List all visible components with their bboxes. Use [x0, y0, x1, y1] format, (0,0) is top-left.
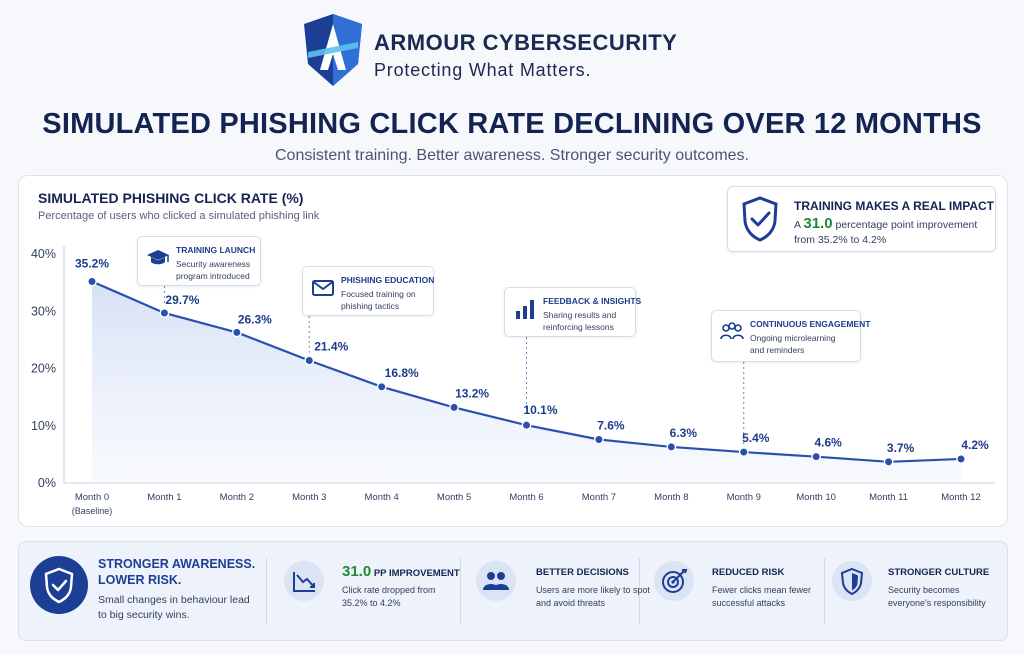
data-point	[521, 420, 532, 431]
armour-logo-icon	[304, 14, 362, 86]
x-tick-label: Month 4	[365, 492, 399, 503]
data-point	[666, 442, 677, 452]
x-tick-label: Month 12	[941, 492, 981, 503]
target-icon	[654, 561, 694, 601]
x-tick-label: Month 6	[509, 492, 543, 503]
data-point	[883, 456, 894, 467]
page-subtitle: Consistent training. Better awareness. S…	[275, 147, 749, 164]
impact-title: TRAINING MAKES A REAL IMPACT	[794, 199, 994, 213]
data-label: 16.8%	[385, 366, 419, 380]
y-tick-label: 30%	[31, 304, 56, 318]
milestone-phishing-education: PHISHING EDUCATION Focused training on p…	[302, 266, 434, 316]
chart-title: SIMULATED PHISHING CLICK RATE (%)	[38, 190, 304, 206]
milestone-continuous-engagement: CONTINUOUS ENGAGEMENT Ongoing microlearn…	[711, 310, 870, 362]
data-label: 5.4%	[742, 431, 770, 445]
divider	[460, 558, 461, 624]
data-point	[449, 402, 459, 413]
x-tick-label: Month 2	[220, 492, 254, 503]
people-icon	[720, 322, 744, 340]
summary-hero-text: Small changes in behaviour lead to big s…	[98, 594, 250, 621]
x-tick-label: Month 7	[582, 492, 616, 503]
data-label: 35.2%	[75, 256, 109, 270]
impact-value: 31.0	[803, 215, 833, 232]
summary-item-text: Fewer clicks mean fewer successful attac…	[712, 585, 812, 608]
chart-subtitle: Percentage of users who clicked a simula…	[38, 210, 320, 222]
x-tick-note: (Baseline)	[72, 506, 113, 516]
data-point	[87, 276, 97, 287]
x-tick-label: Month 3	[292, 492, 326, 503]
data-label: 4.2%	[961, 438, 989, 452]
brand-header: ARMOUR CYBERSECURITY Protecting What Mat…	[300, 10, 720, 90]
milestone-text: Sharing results and reinforcing lessons	[543, 310, 617, 332]
x-tick-label: Month 10	[796, 492, 836, 503]
data-label: 6.3%	[670, 426, 698, 440]
data-point	[376, 381, 387, 392]
divider	[824, 558, 825, 624]
data-label: 10.1%	[523, 403, 557, 417]
milestone-feedback-insights: FEEDBACK & INSIGHTS Sharing results and …	[504, 287, 641, 337]
milestone-training-launch: TRAINING LAUNCH Security awareness progr…	[137, 236, 261, 286]
y-tick-label: 40%	[31, 247, 56, 261]
summary-item-text: Users are more likely to spot and avoid …	[536, 585, 651, 608]
data-point	[594, 434, 604, 445]
data-point	[956, 454, 966, 464]
data-label: 29.7%	[165, 293, 199, 307]
data-point	[811, 451, 822, 462]
milestone-title: FEEDBACK & INSIGHTS	[543, 296, 642, 306]
divider	[639, 558, 640, 624]
summary-item-text: Click rate dropped from 35.2% to 4.2%	[342, 585, 436, 608]
data-point	[304, 355, 315, 366]
data-label: 4.6%	[814, 436, 842, 450]
x-tick-label: Month 11	[869, 492, 908, 503]
y-tick-label: 10%	[31, 419, 56, 433]
shield-check-icon	[30, 556, 88, 614]
data-point	[159, 308, 170, 318]
summary-item-title: REDUCED RISK	[712, 567, 785, 578]
brand-name: ARMOUR CYBERSECURITY	[374, 30, 678, 55]
data-label: 3.7%	[887, 441, 915, 455]
milestone-title: CONTINUOUS ENGAGEMENT	[750, 319, 871, 329]
area-fill	[92, 281, 961, 483]
summary-item-title: 31.0 PP IMPROVEMENT	[342, 563, 460, 580]
envelope-icon	[312, 280, 334, 296]
milestone-text: Security awareness program introduced	[176, 259, 251, 281]
trend-down-icon	[284, 561, 324, 601]
shield-check-icon	[742, 196, 778, 242]
brand-tagline: Protecting What Matters.	[374, 60, 592, 80]
data-point	[231, 327, 242, 338]
x-tick-label: Month 0	[75, 492, 109, 503]
impact-text: A 31.0 percentage point improvement from…	[794, 215, 978, 246]
x-tick-label: Month 9	[727, 492, 761, 503]
bar-chart-icon	[516, 300, 534, 319]
milestone-title: PHISHING EDUCATION	[341, 275, 435, 285]
x-tick-label: Month 8	[654, 492, 688, 503]
x-tick-label: Month 1	[147, 492, 181, 503]
data-point	[738, 447, 749, 457]
data-label: 21.4%	[314, 339, 348, 353]
graduation-cap-icon	[147, 250, 169, 265]
y-tick-label: 20%	[31, 362, 56, 376]
milestone-title: TRAINING LAUNCH	[176, 245, 256, 255]
data-label: 7.6%	[597, 418, 625, 432]
users-icon	[476, 561, 516, 601]
page-title: SIMULATED PHISHING CLICK RATE DECLINING …	[42, 108, 982, 140]
summary-hero-title: STRONGER AWARENESS. LOWER RISK.	[98, 557, 256, 587]
summary-item-title: BETTER DECISIONS	[536, 567, 629, 578]
data-label: 13.2%	[455, 386, 489, 400]
divider	[266, 558, 267, 624]
shield-icon	[832, 561, 872, 601]
summary-item-text: Security becomes everyone's responsibili…	[888, 585, 986, 608]
x-tick-label: Month 5	[437, 492, 471, 503]
impact-callout: TRAINING MAKES A REAL IMPACT A 31.0 perc…	[727, 186, 996, 252]
milestone-text: Focused training on phishing tactics	[341, 289, 416, 311]
data-label: 26.3%	[238, 312, 272, 326]
milestone-text: Ongoing microlearning and reminders	[750, 333, 836, 355]
y-tick-label: 0%	[38, 476, 56, 490]
summary-item-title: STRONGER CULTURE	[888, 567, 990, 578]
